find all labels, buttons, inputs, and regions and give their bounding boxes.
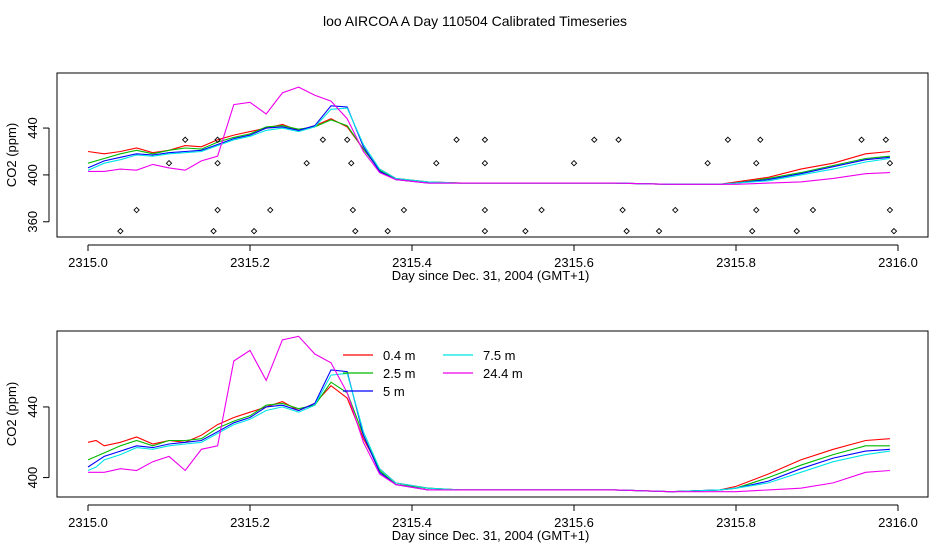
legend-label: 0.4 m	[383, 348, 416, 363]
diamond-marker	[117, 227, 124, 235]
legend-label: 24.4 m	[483, 366, 523, 381]
diamond-marker	[352, 227, 359, 235]
diamond-marker	[753, 206, 760, 214]
diamond-marker	[433, 159, 440, 167]
top-panel: 2315.0 2315.2 2315.4 2315.6 2315.8 2316.0 Day …	[4, 72, 929, 283]
diamond-marker	[757, 136, 764, 144]
diamond-marker	[748, 227, 756, 235]
plot-frame	[56, 330, 929, 498]
diamond-marker	[570, 159, 578, 167]
diamond-marker	[890, 227, 898, 235]
diamond-marker	[348, 159, 355, 167]
x-tick-label: 2315.2	[230, 515, 270, 530]
diamond-marker	[623, 227, 630, 235]
x-tick-label: 2315.6	[554, 255, 594, 270]
diamond-marker	[886, 159, 894, 167]
series-line-7-5-m	[87, 107, 890, 185]
diamond-marker	[538, 206, 545, 214]
x-tick-label: 2315.6	[554, 515, 594, 530]
diamond-marker	[181, 136, 189, 144]
diamond-marker	[619, 206, 626, 214]
diamond-marker	[303, 159, 310, 167]
y-axis-label: CO2 (ppm)	[4, 123, 19, 187]
legend-label: 5 m	[383, 384, 405, 399]
diamond-marker	[724, 136, 732, 144]
series-line-2-5-m	[87, 119, 890, 185]
plot-area	[87, 86, 898, 235]
y-tick-label: 440	[25, 117, 40, 139]
bottom-panel: 2315.0 2315.2 2315.4 2315.6 2315.8 2316.0 Day …	[4, 330, 929, 543]
series-line-24-4-m	[88, 86, 890, 185]
x-tick-label: 2315.0	[68, 255, 108, 270]
x-tick-label: 2316.0	[878, 515, 918, 530]
y-axis-label: CO2 (ppm)	[4, 382, 19, 446]
plot-area	[87, 335, 890, 493]
diamond-marker	[886, 206, 894, 214]
diamond-marker	[522, 227, 529, 235]
x-axis-label: Day since Dec. 31, 2004 (GMT+1)	[392, 528, 590, 543]
x-tick-label: 2315.0	[68, 515, 108, 530]
x-axis-label: Day since Dec. 31, 2004 (GMT+1)	[392, 268, 590, 283]
diamond-marker	[214, 159, 221, 167]
diamond-marker	[753, 159, 760, 167]
x-tick-label: 2315.8	[716, 255, 756, 270]
diamond-marker	[858, 136, 865, 144]
y-tick-label: 400	[25, 467, 40, 489]
diamond-marker	[214, 136, 221, 144]
x-tick-label: 2315.8	[716, 515, 756, 530]
diamond-marker	[481, 136, 489, 144]
diamond-marker	[343, 136, 351, 144]
diamond-marker	[319, 136, 327, 144]
diamond-marker	[210, 227, 217, 235]
x-tick-label: 2315.4	[392, 515, 432, 530]
series-line-0-4-m	[87, 384, 890, 493]
series-line-0-4-m	[87, 118, 890, 185]
plot-frame	[56, 72, 929, 238]
diamond-marker	[591, 136, 598, 144]
diamond-marker	[481, 159, 489, 167]
diamond-marker	[214, 206, 221, 214]
diamond-marker	[882, 136, 890, 144]
diamond-marker	[793, 227, 800, 235]
diamond-marker	[400, 206, 408, 214]
y-tick-label: 400	[25, 164, 40, 186]
diamond-marker	[615, 136, 622, 144]
series-line-24-4-m	[88, 335, 890, 493]
y-tick-label: 440	[25, 396, 40, 418]
diamond-marker	[704, 159, 711, 167]
diamond-marker	[809, 206, 817, 214]
series-line-7-5-m	[87, 372, 890, 493]
diamond-marker	[165, 159, 173, 167]
diamond-marker	[453, 136, 460, 144]
diamond-marker	[481, 227, 489, 235]
x-tick-label: 2315.4	[392, 255, 432, 270]
diamond-marker	[267, 206, 274, 214]
x-tick-label: 2316.0	[878, 255, 918, 270]
y-tick-label: 360	[25, 211, 40, 233]
series-line-5-m	[87, 105, 890, 185]
diamond-marker	[250, 227, 258, 235]
legend-label: 2.5 m	[383, 366, 416, 381]
diamond-marker	[481, 206, 489, 214]
diamond-marker	[349, 206, 357, 214]
legend-label: 7.5 m	[483, 348, 516, 363]
x-tick-label: 2315.2	[230, 255, 270, 270]
diamond-marker	[655, 227, 663, 235]
diamond-marker	[672, 206, 679, 214]
diamond-marker	[133, 206, 140, 214]
diamond-marker	[384, 227, 391, 235]
chart-title: loo AIRCOA A Day 110504 Calibrated Times…	[323, 13, 627, 29]
